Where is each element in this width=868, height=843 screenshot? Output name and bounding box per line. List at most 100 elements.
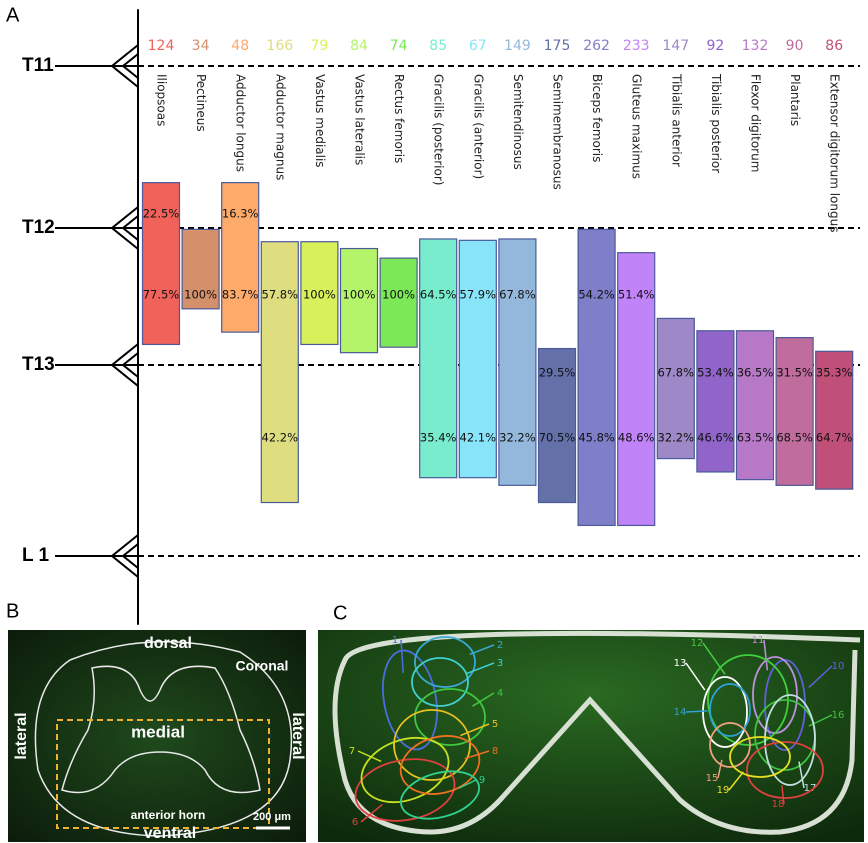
- value-label: 42.2%: [262, 431, 299, 445]
- arrow: [464, 750, 490, 760]
- value-label: 48.6%: [618, 431, 655, 445]
- arrow: [728, 771, 744, 791]
- bar: [735, 330, 775, 481]
- panel-a: T11 T12 T13 L 1 124 Iliopsoas 22.5% 77.5% 34 Pect…: [22, 9, 860, 625]
- field-label: 17: [804, 783, 817, 794]
- arrow: [469, 644, 495, 656]
- field-label: 10: [832, 661, 845, 672]
- value-label: 63.5%: [737, 431, 774, 445]
- value-label: 57.8%: [262, 288, 299, 302]
- value-label: 67.8%: [658, 366, 695, 380]
- projection-field: [702, 676, 748, 748]
- field-label: 14: [674, 707, 687, 718]
- count-label: 147: [662, 38, 689, 54]
- field-label: 4: [497, 688, 503, 699]
- arrow: [460, 723, 490, 737]
- projection-field: [393, 709, 471, 781]
- count-label: 92: [706, 38, 724, 54]
- tick: [110, 534, 139, 578]
- category-label: Semimembranosus: [551, 74, 565, 190]
- label: dorsal: [144, 635, 192, 652]
- arrow: [360, 803, 383, 823]
- field-label: 7: [349, 746, 355, 757]
- projection-field: [709, 683, 751, 737]
- projection-field: [354, 758, 456, 822]
- category-label: Gracilis (anterior): [471, 74, 485, 179]
- grey-matter: [61, 665, 261, 794]
- count-label: 85: [429, 38, 447, 54]
- micrograph: [318, 630, 864, 842]
- outline: [34, 640, 293, 837]
- field-label: 8: [492, 746, 498, 757]
- tick: [110, 343, 139, 387]
- bar: [221, 182, 260, 333]
- panel-label: C: [333, 602, 347, 624]
- value-label: 29.5%: [539, 366, 576, 380]
- count-label: 124: [148, 38, 175, 54]
- field-label: 2: [497, 640, 503, 651]
- value-label: 22.5%: [143, 207, 180, 221]
- bar: [300, 241, 339, 346]
- projection-field: [411, 657, 469, 707]
- y-tick-label: L 1: [22, 545, 50, 566]
- value-label: 67.8%: [499, 288, 536, 302]
- value-label: 36.5%: [737, 366, 774, 380]
- category-label: Extensor digitorum longus: [828, 74, 842, 232]
- bar: [260, 241, 299, 504]
- value-label: 83.7%: [222, 288, 259, 302]
- value-label: 68.5%: [776, 431, 813, 445]
- count-label: 74: [390, 38, 408, 54]
- value-label: 31.5%: [776, 366, 813, 380]
- panel-label: A: [6, 4, 20, 26]
- roi: [56, 719, 270, 829]
- count-label: 166: [266, 38, 293, 54]
- field-label: 19: [717, 785, 730, 796]
- value-label: 45.8%: [578, 431, 615, 445]
- category-label: Gracilis (posterior): [432, 74, 446, 185]
- category-label: Pectineus: [194, 74, 208, 132]
- count-label: 262: [583, 38, 610, 54]
- value-label: 100%: [382, 288, 415, 302]
- arrow: [808, 665, 833, 689]
- category-label: Gluteus maximus: [630, 74, 644, 179]
- bar: [181, 228, 220, 310]
- count-label: 48: [231, 38, 249, 54]
- field-label: 13: [674, 658, 687, 669]
- count-label: 34: [192, 38, 210, 54]
- bar: [696, 330, 735, 473]
- value-label: 42.1%: [460, 431, 497, 445]
- value-label: 100%: [303, 288, 336, 302]
- category-label: Rectus femoris: [392, 74, 406, 163]
- category-label: Iliopsoas: [155, 74, 169, 126]
- tick: [110, 206, 139, 250]
- category-label: Tibialis posterior: [709, 73, 723, 173]
- arrow: [717, 759, 723, 779]
- bar: [775, 337, 814, 486]
- projection-field: [414, 636, 476, 688]
- bar: [379, 257, 418, 348]
- category-label: Flexor digitorum: [749, 74, 763, 172]
- field-label: 11: [752, 635, 765, 646]
- outline: [332, 630, 861, 835]
- bar: [339, 247, 379, 354]
- value-label: 51.4%: [618, 288, 655, 302]
- tick: [110, 44, 139, 88]
- count-label: 233: [623, 38, 650, 54]
- value-label: 35.4%: [420, 431, 457, 445]
- projection-field: [414, 688, 486, 746]
- field-label: 9: [479, 775, 485, 786]
- y-tick-label: T13: [22, 354, 55, 375]
- bar: [458, 239, 497, 479]
- category-label: Adductor longus: [234, 74, 248, 172]
- value-label: 32.2%: [658, 431, 695, 445]
- bar: [498, 238, 537, 486]
- arrow: [357, 750, 382, 763]
- scale-label: 200 μm: [253, 811, 291, 823]
- count-label: 86: [825, 38, 843, 54]
- projection-field: [764, 694, 816, 786]
- projection-field: [400, 770, 480, 820]
- label: Coronal: [236, 658, 289, 674]
- category-label: Biceps femoris: [590, 74, 604, 162]
